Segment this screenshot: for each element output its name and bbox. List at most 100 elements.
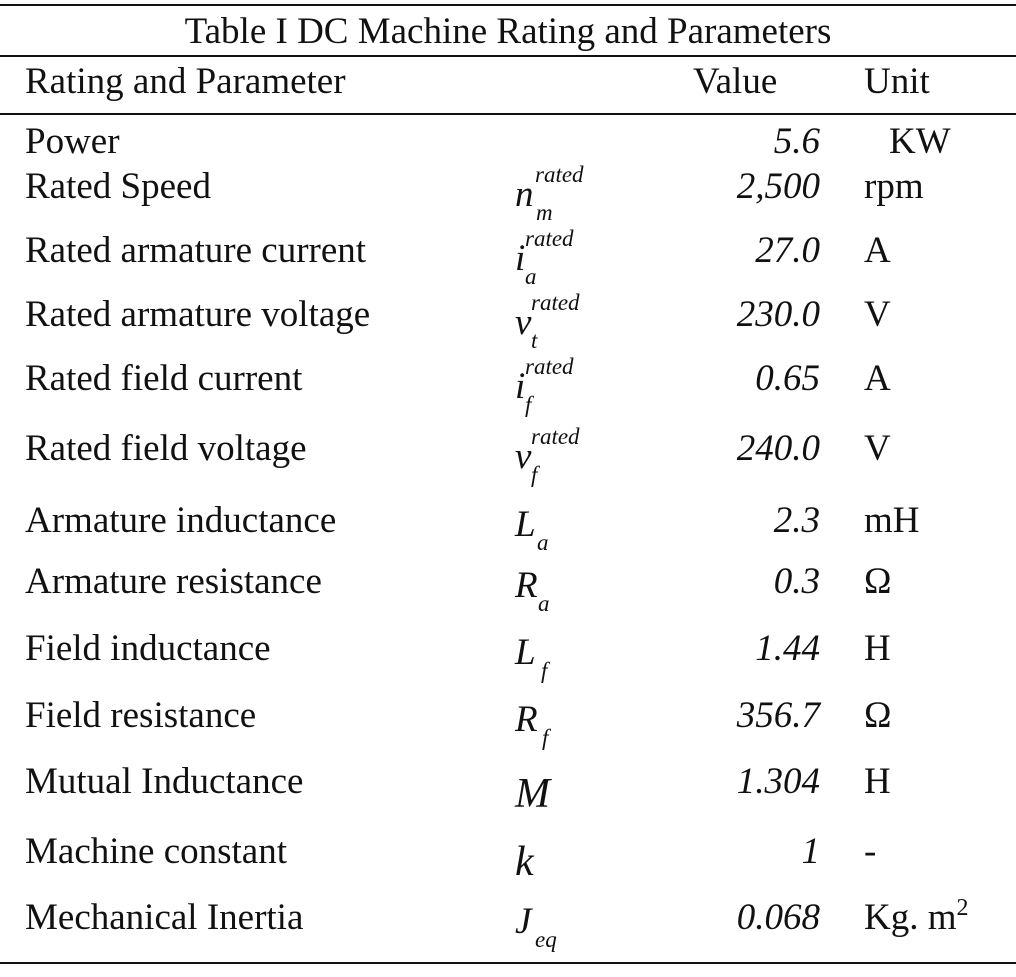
table-row: Rated armature voltage v rated t 230.0 V	[0, 291, 1016, 352]
parameter-symbol: i rated f	[515, 355, 574, 416]
symbol-base: L	[515, 632, 536, 673]
parameter-unit: Kg. m2	[864, 894, 969, 942]
parameter-name: Armature resistance	[25, 561, 322, 602]
symbol-base: J	[515, 901, 532, 942]
symbol-subscript: f	[541, 658, 548, 683]
symbol-base: R	[515, 565, 538, 606]
table-row: Rated Speed n rated m 2,500 rpm	[0, 163, 1016, 224]
parameter-unit: V	[864, 294, 891, 335]
parameter-name: Field inductance	[25, 628, 271, 669]
table-row: Rated field voltage v rated f 240.0 V	[0, 425, 1016, 486]
symbol-base: L	[515, 504, 536, 545]
unit-superscript: 2	[956, 895, 969, 921]
parameter-symbol: v rated t	[515, 291, 580, 352]
symbol-base: M	[515, 771, 550, 817]
parameter-value: 1.304	[736, 761, 820, 802]
symbol-base: v	[515, 302, 532, 343]
parameter-value: 1.44	[755, 628, 820, 669]
symbol-subscript: a	[537, 530, 549, 555]
symbol-base: k	[515, 839, 534, 885]
bottom-rule	[0, 962, 1016, 964]
parameter-symbol: k	[515, 838, 534, 888]
symbol-superscript: rated	[525, 226, 574, 251]
parameter-name: Rated armature current	[25, 230, 367, 271]
symbol-subscript: f	[542, 725, 549, 750]
parameter-name: Rated field voltage	[25, 428, 307, 469]
symbol-superscript: rated	[531, 424, 580, 449]
parameter-symbol: R f	[515, 696, 548, 749]
symbol-base: v	[515, 436, 532, 477]
table-row: Machine constant k 1 -	[0, 828, 1016, 885]
parameter-value: 0.068	[736, 897, 820, 938]
parameter-value: 2,500	[736, 166, 820, 207]
parameter-name: Field resistance	[25, 695, 257, 736]
parameter-unit: Ω	[864, 695, 892, 736]
parameter-value: 230.0	[736, 294, 820, 335]
parameter-unit: A	[864, 230, 891, 271]
parameter-symbol: J eq	[515, 898, 557, 951]
parameter-unit: A	[864, 358, 891, 399]
symbol-subscript: f	[525, 392, 532, 417]
parameter-unit: H	[864, 628, 891, 669]
parameter-symbol: n rated m	[515, 163, 584, 224]
symbol-base: R	[515, 699, 538, 740]
table-caption: Table I DC Machine Rating and Parameters	[184, 11, 832, 52]
table-row: Armature inductance L a 2.3 mH	[0, 497, 1016, 554]
parameter-name: Mechanical Inertia	[25, 897, 304, 938]
symbol-base: i	[515, 238, 526, 279]
header-unit: Unit	[864, 61, 930, 102]
parameter-value: 356.7	[736, 695, 820, 736]
top-rule	[0, 4, 1016, 6]
parameter-unit: mH	[864, 500, 920, 541]
parameter-name: Power	[25, 121, 120, 162]
symbol-subscript: t	[531, 328, 538, 353]
parameter-name: Rated armature voltage	[25, 294, 371, 335]
symbol-superscript: rated	[531, 290, 580, 315]
parameter-value: 5.6	[773, 121, 820, 162]
parameter-symbol: M	[515, 770, 550, 820]
symbol-subscript: eq	[535, 927, 557, 952]
parameter-symbol: v rated f	[515, 425, 580, 486]
header-parameter: Rating and Parameter	[25, 61, 346, 102]
symbol-base: n	[515, 174, 534, 215]
unit-text: Kg. m	[864, 897, 957, 938]
parameter-symbol: L f	[515, 629, 547, 682]
parameter-value: 1	[801, 831, 821, 872]
parameter-symbol: L a	[515, 501, 549, 554]
parameter-symbol: R a	[515, 562, 550, 615]
symbol-subscript: f	[531, 462, 538, 487]
header-rule	[0, 113, 1016, 115]
symbol-superscript: rated	[535, 162, 584, 187]
parameter-symbol: i rated a	[515, 227, 574, 288]
parameter-value: 0.65	[755, 358, 820, 399]
symbol-subscript: a	[538, 591, 550, 616]
parameter-unit: rpm	[864, 166, 924, 207]
symbol-subscript: a	[525, 264, 537, 289]
symbol-superscript: rated	[525, 354, 574, 379]
parameter-value: 27.0	[755, 230, 820, 271]
parameter-name: Machine constant	[25, 831, 287, 872]
parameter-value: 0.3	[773, 561, 820, 602]
table-row: Field resistance R f 356.7 Ω	[0, 692, 1016, 749]
parameter-unit: V	[864, 428, 891, 469]
table-row: Rated field current i rated f 0.65 A	[0, 355, 1016, 416]
table-row: Power 5.6 KW	[0, 118, 1016, 166]
parameter-unit: KW	[889, 121, 951, 162]
header-value: Value	[693, 61, 778, 102]
parameter-value: 240.0	[736, 428, 820, 469]
table-row: Field inductance L f 1.44 H	[0, 625, 1016, 682]
parameter-name: Rated Speed	[25, 166, 211, 207]
parameter-name: Mutual Inductance	[25, 761, 304, 802]
parameter-name: Armature inductance	[25, 500, 337, 541]
table-row: Armature resistance R a 0.3 Ω	[0, 558, 1016, 615]
table-row: Mechanical Inertia J eq 0.068 Kg. m2	[0, 894, 1016, 951]
parameter-unit: -	[864, 831, 877, 872]
parameter-unit: H	[864, 761, 891, 802]
table-row: Rated armature current i rated a 27.0 A	[0, 227, 1016, 288]
symbol-subscript: m	[536, 200, 553, 225]
parameter-unit: Ω	[864, 561, 892, 602]
table-row: Mutual Inductance M 1.304 H	[0, 758, 1016, 817]
caption-rule	[0, 55, 1016, 57]
parameter-name: Rated field current	[25, 358, 303, 399]
symbol-base: i	[515, 366, 526, 407]
